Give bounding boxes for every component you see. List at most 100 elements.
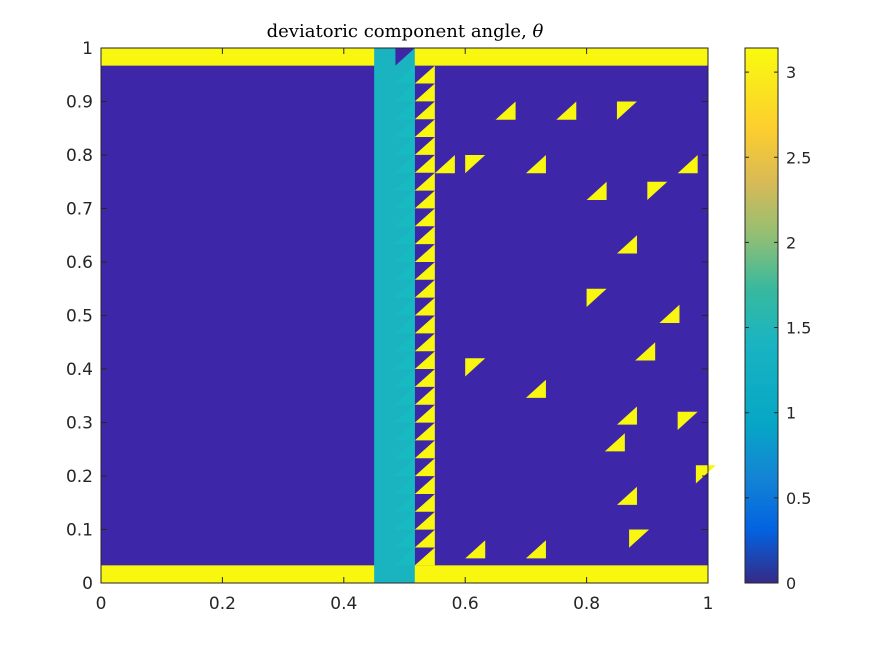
heatmap-cell bbox=[414, 119, 435, 138]
y-tick-label: 0.2 bbox=[66, 467, 93, 487]
y-tick-label: 1 bbox=[82, 39, 93, 59]
heatmap-cell bbox=[394, 386, 415, 405]
heatmap-cell bbox=[659, 304, 680, 323]
chart-title-symbol: θ bbox=[533, 21, 544, 42]
y-tick-label: 0.4 bbox=[66, 360, 93, 380]
heatmap-cell bbox=[394, 511, 415, 530]
heatmap-cell bbox=[394, 476, 415, 494]
heatmap-cell bbox=[414, 190, 435, 209]
heatmap-cell bbox=[414, 65, 435, 84]
x-tick-label: 1 bbox=[703, 594, 714, 614]
heatmap-cell bbox=[394, 404, 415, 423]
y-tick-label: 0.6 bbox=[66, 253, 93, 273]
colorbar-tick-label: 3 bbox=[786, 63, 796, 82]
heatmap-cell bbox=[647, 181, 668, 200]
heatmap-cell bbox=[414, 226, 435, 245]
heatmap-cell bbox=[394, 137, 415, 155]
heatmap-cell bbox=[414, 333, 435, 352]
colorbar-tick-label: 2 bbox=[786, 233, 796, 252]
heatmap-cell bbox=[394, 279, 415, 298]
heatmap-cell bbox=[414, 83, 435, 102]
heatmap-cell bbox=[414, 493, 435, 512]
colorbar-gradient bbox=[744, 47, 779, 584]
chart-title-text: deviatoric component angle, bbox=[267, 21, 533, 42]
heatmap-cell bbox=[394, 190, 415, 209]
heatmap-cell bbox=[525, 155, 546, 174]
heatmap-cell bbox=[465, 358, 486, 377]
heatmap-cell bbox=[414, 154, 435, 173]
colorbar-tick-label: 2.5 bbox=[786, 148, 811, 167]
heatmap-cell bbox=[586, 181, 607, 200]
heatmap-cell bbox=[677, 411, 698, 430]
colorbar: 0 0.5 1 1.5 2 2.5 3 bbox=[744, 47, 811, 593]
heatmap-cell bbox=[414, 404, 435, 423]
heatmap-cell bbox=[394, 297, 415, 316]
heatmap-cell bbox=[394, 226, 415, 245]
heatmap-cell bbox=[394, 244, 415, 262]
heatmap-cell bbox=[414, 315, 435, 334]
heatmap-cell bbox=[414, 261, 435, 280]
heatmap-cell bbox=[414, 351, 435, 370]
heatmap-cell bbox=[525, 379, 546, 398]
y-tick-label: 0.5 bbox=[66, 307, 93, 327]
y-tick-label: 0.1 bbox=[66, 521, 93, 541]
heatmap-cell bbox=[394, 154, 415, 173]
colorbar-tick-label: 0 bbox=[786, 574, 796, 593]
colorbar-ticks: 0 0.5 1 1.5 2 2.5 3 bbox=[745, 63, 811, 593]
heatmap-cell bbox=[616, 406, 637, 425]
heatmap-cell bbox=[495, 101, 516, 120]
heatmap-cell bbox=[414, 101, 435, 120]
x-tick-label: 0.4 bbox=[330, 594, 357, 614]
heatmap-cell bbox=[604, 433, 625, 452]
heatmap-cell bbox=[394, 261, 415, 280]
heatmap-cell bbox=[414, 137, 435, 155]
heatmap-cell bbox=[394, 208, 415, 227]
heatmap-cell bbox=[394, 351, 415, 370]
y-tick-label: 0.8 bbox=[66, 146, 93, 166]
y-tick-label: 0.7 bbox=[66, 200, 93, 220]
heatmap-cell bbox=[414, 547, 435, 566]
heatmap-cells bbox=[101, 48, 716, 583]
x-tick-label: 0 bbox=[96, 594, 107, 614]
heatmap-cell bbox=[414, 297, 435, 316]
heatmap-cell bbox=[414, 386, 435, 405]
heatmap-cell bbox=[414, 244, 435, 262]
heatmap-cell bbox=[394, 83, 415, 102]
colorbar-tick-label: 1 bbox=[786, 404, 796, 423]
colorbar-tick-label: 0.5 bbox=[786, 489, 811, 508]
heatmap-cell bbox=[465, 155, 486, 174]
heatmap-cell bbox=[616, 486, 637, 505]
heatmap-cell bbox=[556, 101, 577, 120]
heatmap-cell bbox=[394, 119, 415, 138]
heatmap-cell bbox=[465, 540, 486, 559]
chart-title: deviatoric component angle, θ bbox=[267, 21, 544, 42]
heatmap-cell bbox=[414, 476, 435, 494]
heatmap-cell bbox=[414, 511, 435, 530]
heatmap-cell bbox=[616, 235, 637, 254]
heatmap-cell bbox=[394, 547, 415, 566]
x-tick-label: 0.6 bbox=[452, 594, 479, 614]
x-tick-label: 0.2 bbox=[209, 594, 236, 614]
colorbar-tick-label: 1.5 bbox=[786, 319, 811, 338]
heatmap-cell bbox=[394, 458, 415, 477]
heatmap-cell bbox=[629, 529, 650, 548]
heatmap-cell bbox=[414, 458, 435, 477]
heatmap-cell bbox=[394, 440, 415, 459]
x-tick-label: 0.8 bbox=[573, 594, 600, 614]
heatmap-cell bbox=[394, 369, 415, 387]
heatmap-cell bbox=[394, 315, 415, 334]
heatmap-cell bbox=[635, 342, 656, 361]
heatmap-cell bbox=[394, 65, 415, 84]
y-tick-label: 0.9 bbox=[66, 93, 93, 113]
heatmap-cell bbox=[434, 155, 455, 174]
heatmap-cell bbox=[394, 529, 415, 548]
heatmap-cell bbox=[677, 155, 698, 174]
heatmap-cell bbox=[695, 465, 716, 484]
heatmap-cell bbox=[414, 422, 435, 441]
heatmap-cell bbox=[616, 101, 637, 120]
y-axis: 0 0.1 0.2 0.3 0.4 0.5 0.6 0.7 0.8 0.9 1 bbox=[66, 39, 708, 594]
heatmap-cell bbox=[394, 493, 415, 512]
heatmap-cell bbox=[414, 440, 435, 459]
heatmap-cell bbox=[414, 208, 435, 227]
